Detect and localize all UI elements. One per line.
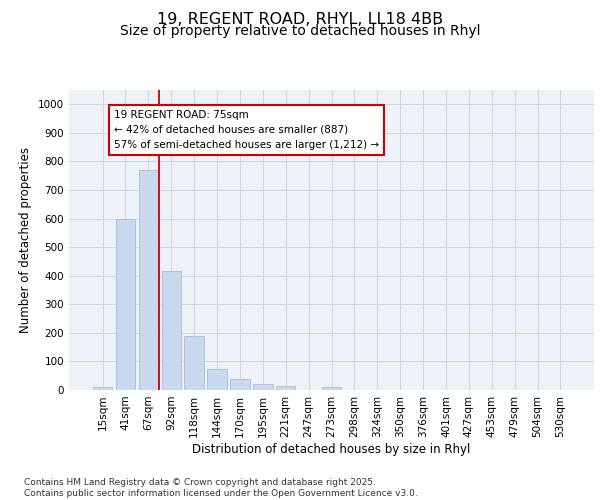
Bar — [253, 384, 272, 390]
Bar — [93, 386, 112, 390]
Y-axis label: Number of detached properties: Number of detached properties — [19, 147, 32, 333]
Text: Size of property relative to detached houses in Rhyl: Size of property relative to detached ho… — [120, 24, 480, 38]
Bar — [322, 386, 341, 390]
Bar — [139, 170, 158, 390]
Text: Contains HM Land Registry data © Crown copyright and database right 2025.
Contai: Contains HM Land Registry data © Crown c… — [24, 478, 418, 498]
Text: 19 REGENT ROAD: 75sqm
← 42% of detached houses are smaller (887)
57% of semi-det: 19 REGENT ROAD: 75sqm ← 42% of detached … — [114, 110, 379, 150]
Bar — [184, 336, 204, 390]
Bar — [230, 379, 250, 390]
Bar — [116, 218, 135, 390]
Text: 19, REGENT ROAD, RHYL, LL18 4BB: 19, REGENT ROAD, RHYL, LL18 4BB — [157, 12, 443, 28]
Bar — [208, 368, 227, 390]
Bar — [276, 386, 295, 390]
X-axis label: Distribution of detached houses by size in Rhyl: Distribution of detached houses by size … — [193, 442, 470, 456]
Bar — [161, 272, 181, 390]
